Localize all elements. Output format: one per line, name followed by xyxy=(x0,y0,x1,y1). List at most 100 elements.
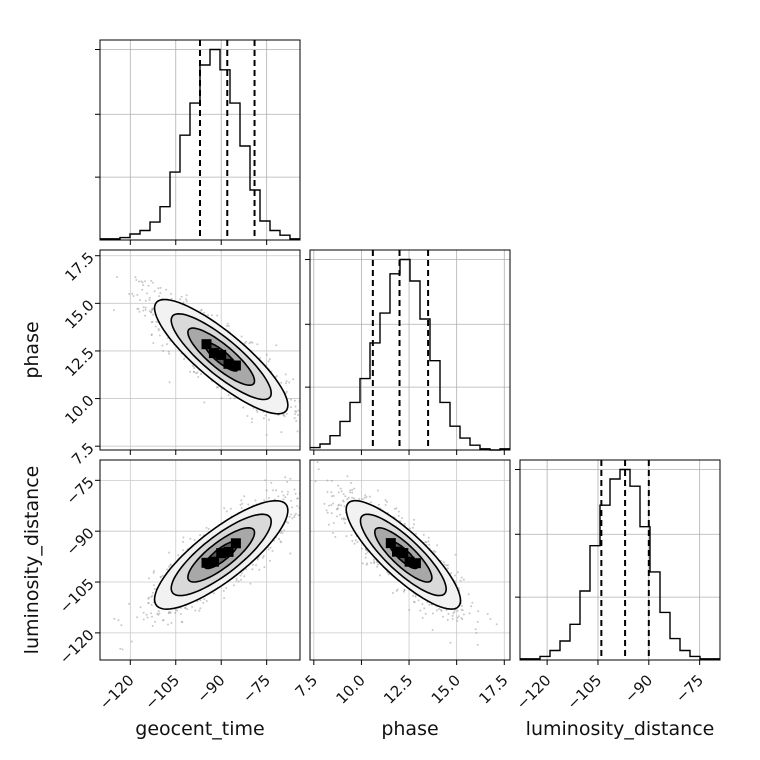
x-tick-label: −75 xyxy=(239,671,274,706)
scatter-point xyxy=(326,491,329,493)
scatter-point xyxy=(268,559,271,562)
scatter-point xyxy=(460,617,463,619)
scatter-point xyxy=(339,487,342,490)
scatter-point xyxy=(316,491,318,493)
scatter-point xyxy=(326,511,329,514)
scatter-point xyxy=(291,506,294,509)
scatter-point xyxy=(223,507,226,510)
density-core-cell xyxy=(410,558,421,569)
scatter-point xyxy=(251,568,254,571)
y-tick-label: −90 xyxy=(63,524,98,559)
scatter-point xyxy=(364,556,367,559)
density-core-cell xyxy=(404,556,415,567)
scatter-point xyxy=(119,647,122,650)
scatter-point xyxy=(462,613,465,616)
scatter-point xyxy=(431,612,434,615)
scatter-point xyxy=(157,610,160,613)
scatter-point xyxy=(182,536,185,539)
scatter-point xyxy=(297,409,300,412)
scatter-point xyxy=(289,552,292,555)
scatter-point xyxy=(151,615,153,618)
scatter-point xyxy=(153,290,156,293)
x-tick-label: 17.5 xyxy=(475,671,511,707)
scatter-point xyxy=(263,499,266,502)
scatter-point xyxy=(305,511,307,513)
scatter-point xyxy=(196,600,199,603)
scatter-point xyxy=(142,306,145,309)
scatter-point xyxy=(289,477,292,480)
scatter-point xyxy=(292,378,295,381)
scatter-point xyxy=(366,562,369,565)
scatter-point xyxy=(470,605,473,608)
scatter-point xyxy=(189,370,191,373)
scatter-point xyxy=(403,522,406,525)
scatter-point xyxy=(346,475,349,478)
scatter-point xyxy=(293,399,296,402)
scatter-point xyxy=(317,468,320,471)
density-core-cell xyxy=(398,548,409,559)
panel-frame xyxy=(519,459,721,661)
scatter-point xyxy=(477,610,480,613)
scatter-point xyxy=(323,502,326,505)
scatter-point xyxy=(446,618,449,621)
x-tick-label: −90 xyxy=(194,671,229,706)
scatter-point xyxy=(434,550,437,553)
scatter-point xyxy=(284,373,287,376)
scatter-point xyxy=(166,343,168,346)
scatter-point xyxy=(421,616,424,619)
scatter-point xyxy=(361,562,364,565)
scatter-point xyxy=(121,648,124,651)
scatter-point xyxy=(296,505,299,507)
scatter-point xyxy=(150,311,153,313)
scatter-point xyxy=(148,296,151,299)
scatter-point xyxy=(436,544,439,547)
scatter-point xyxy=(177,554,180,557)
scatter-point xyxy=(200,373,202,376)
density-core-cell xyxy=(216,349,227,360)
scatter-point xyxy=(157,613,160,616)
y-axis-label-phase: phase xyxy=(21,321,43,378)
scatter-point xyxy=(349,489,352,492)
panel-frame xyxy=(99,249,301,451)
scatter-point xyxy=(144,299,147,302)
scatter-point xyxy=(142,611,145,614)
scatter-point xyxy=(144,314,147,317)
scatter-point xyxy=(277,495,280,498)
scatter-point xyxy=(332,494,335,497)
scatter-point xyxy=(275,344,278,347)
scatter-point xyxy=(421,603,424,606)
scatter-point xyxy=(150,595,153,598)
scatter-point xyxy=(152,342,155,344)
scatter-point xyxy=(161,344,164,347)
scatter-point xyxy=(351,539,354,542)
scatter-point xyxy=(165,288,168,291)
scatter-point xyxy=(360,547,363,550)
scatter-point xyxy=(365,495,368,498)
scatter-point xyxy=(413,601,416,604)
scatter-point xyxy=(440,608,442,611)
scatter-point xyxy=(147,596,150,599)
scatter-point xyxy=(136,307,139,310)
y-tick-label: −105 xyxy=(56,575,98,617)
scatter-point xyxy=(471,601,474,604)
scatter-point xyxy=(141,288,144,291)
scatter-point xyxy=(358,498,361,500)
scatter-point xyxy=(216,386,219,389)
scatter-point xyxy=(203,598,206,601)
scatter-point xyxy=(192,365,194,367)
scatter-point xyxy=(150,334,153,336)
scatter-point xyxy=(240,578,242,581)
x-tick-label: −105 xyxy=(141,671,183,713)
scatter-point xyxy=(415,532,417,535)
scatter-point xyxy=(183,358,186,361)
scatter-point xyxy=(182,301,185,304)
scatter-point xyxy=(338,503,340,506)
scatter-point xyxy=(489,618,492,620)
scatter-point xyxy=(456,609,459,612)
scatter-point xyxy=(326,479,329,482)
scatter-point xyxy=(147,602,150,605)
scatter-point xyxy=(154,325,157,328)
scatter-point xyxy=(280,381,283,384)
scatter-point xyxy=(438,608,440,610)
scatter-point xyxy=(275,489,277,492)
